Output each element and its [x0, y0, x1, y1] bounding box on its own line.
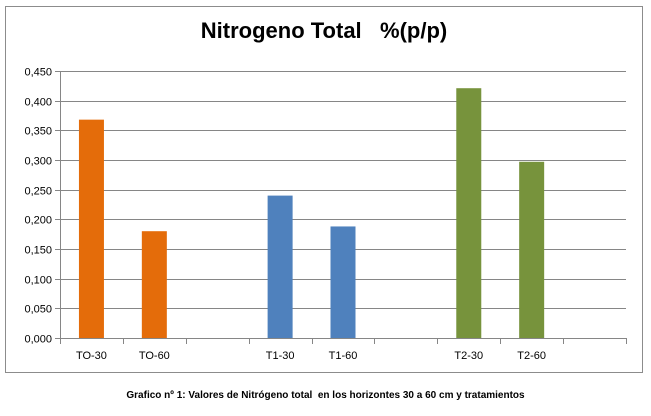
bar-t1-60 — [330, 226, 356, 338]
bar-t2-30 — [456, 88, 482, 338]
bar-to-60 — [141, 231, 167, 338]
y-tick-label: 0,000 — [24, 334, 52, 346]
y-tick-label: 0,300 — [24, 156, 52, 168]
bar-to-30 — [78, 119, 104, 338]
x-tick-label: TO-30 — [76, 350, 107, 362]
y-tick-label: 0,200 — [24, 215, 52, 227]
y-tick-label: 0,050 — [24, 304, 52, 316]
figure-caption: Grafico nº 1: Valores de Nitrógeno total… — [126, 390, 525, 401]
x-tick-label: T1-30 — [266, 350, 295, 362]
y-tick-label: 0,250 — [24, 186, 52, 198]
x-tick-label: T1-60 — [329, 350, 358, 362]
bar-t2-60 — [519, 161, 545, 338]
x-tick-label: TO-60 — [139, 350, 170, 362]
chart-title: Nitrogeno Total %(p/p) — [200, 18, 448, 43]
y-tick-label: 0,350 — [24, 126, 52, 138]
x-tick-label: T2-60 — [517, 350, 546, 362]
y-tick-label: 0,400 — [24, 97, 52, 109]
x-tick-label: T2-30 — [454, 350, 483, 362]
bar-t1-30 — [267, 195, 293, 338]
y-tick-label: 0,150 — [24, 245, 52, 257]
y-tick-label: 0,450 — [24, 67, 52, 79]
y-tick-label: 0,100 — [24, 275, 52, 287]
